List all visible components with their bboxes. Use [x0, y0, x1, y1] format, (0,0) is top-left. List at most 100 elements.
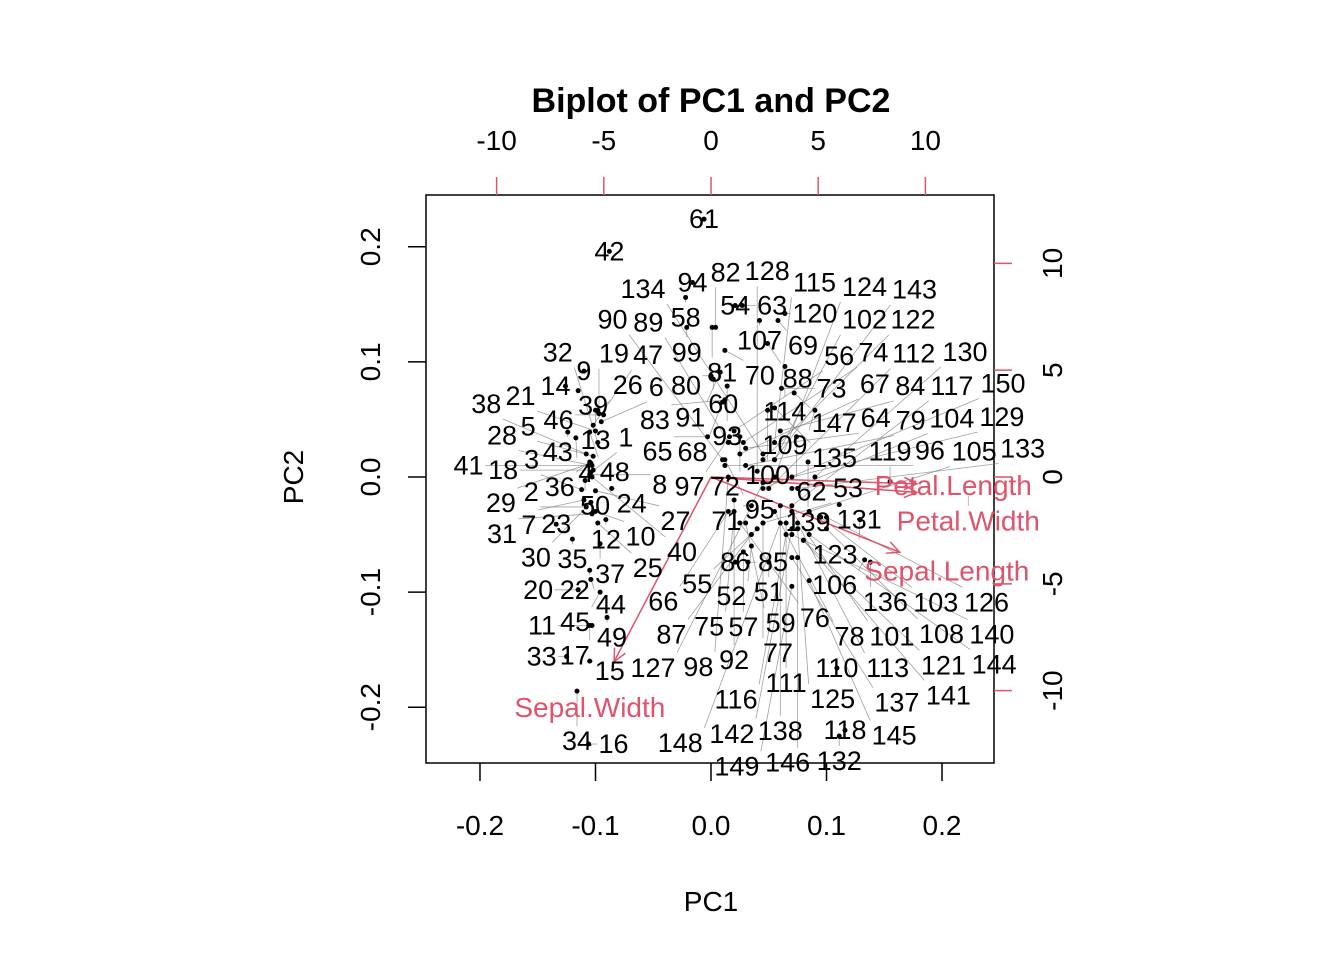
chart-title: Biplot of PC1 and PC2 [532, 82, 891, 120]
variable-label: Sepal.Width [514, 692, 665, 723]
variable-label: Petal.Length [875, 470, 1032, 501]
point-label-140: 140 [969, 620, 1014, 650]
point-mark-109 [812, 407, 818, 413]
point-label-25: 25 [633, 553, 663, 583]
point-mark-116 [783, 532, 789, 538]
point-mark-21 [592, 428, 598, 434]
point-label-92: 92 [719, 645, 749, 675]
leader-line [679, 511, 729, 587]
point-mark-93 [724, 383, 730, 389]
point-mark-106 [862, 557, 868, 563]
point-label-72: 72 [710, 472, 740, 502]
point-mark-111 [783, 520, 789, 526]
leader-line [724, 350, 744, 361]
point-mark-97 [726, 434, 732, 440]
point-mark-57 [740, 549, 746, 555]
y-tick-label: -0.1 [355, 568, 386, 616]
top-tick-label: 10 [910, 125, 941, 156]
point-label-128: 128 [745, 256, 790, 286]
point-mark-33 [564, 654, 570, 660]
point-label-58: 58 [671, 302, 701, 332]
point-label-41: 41 [454, 450, 484, 480]
point-mark-74 [740, 439, 746, 445]
leader-line [540, 474, 582, 491]
point-label-56: 56 [824, 341, 854, 371]
point-label-79: 79 [896, 405, 926, 435]
point-mark-88 [765, 340, 771, 346]
variable-label: Sepal.Length [864, 556, 1029, 587]
y-tick-label: 0.0 [355, 458, 386, 497]
leader-line [755, 528, 793, 719]
point-label-106: 106 [812, 570, 857, 600]
leader-line [762, 398, 980, 489]
point-mark-12 [603, 517, 609, 523]
leader-line [733, 370, 823, 432]
point-label-8: 8 [652, 470, 667, 500]
point-mark-22 [587, 567, 593, 573]
point-label-102: 102 [842, 305, 887, 335]
point-mark-9 [581, 368, 587, 374]
point-label-67: 67 [860, 369, 890, 399]
point-label-85: 85 [758, 547, 788, 577]
point-mark-122 [760, 457, 766, 463]
point-label-100: 100 [745, 460, 790, 490]
point-label-30: 30 [521, 542, 551, 572]
point-mark-60 [710, 376, 716, 382]
point-mark-14 [562, 383, 568, 389]
point-label-117: 117 [930, 371, 973, 401]
point-mark-142 [789, 526, 795, 532]
point-mark-67 [737, 451, 743, 457]
point-label-130: 130 [942, 337, 987, 367]
top-tick-label: 0 [703, 125, 719, 156]
point-label-22: 22 [560, 575, 590, 605]
leader-line [743, 367, 858, 443]
point-label-49: 49 [597, 622, 627, 652]
point-label-122: 122 [890, 305, 935, 335]
top-tick-label: 5 [810, 125, 826, 156]
leader-line [589, 431, 599, 458]
y-tick-label: 0.1 [355, 342, 386, 381]
point-label-116: 116 [715, 685, 758, 715]
point-label-82: 82 [711, 257, 741, 287]
point-label-120: 120 [792, 299, 837, 329]
leader-line [791, 534, 968, 620]
leader-line [808, 580, 871, 721]
point-mark-143 [772, 457, 778, 463]
point-mark-75 [731, 509, 737, 515]
point-mark-149 [789, 583, 795, 589]
point-label-36: 36 [545, 472, 575, 502]
x-tick-label: -0.2 [456, 810, 504, 841]
point-mark-108 [824, 526, 830, 532]
point-mark-35 [569, 536, 575, 542]
leader-line [536, 410, 596, 432]
point-label-132: 132 [817, 746, 862, 776]
point-mark-134 [760, 451, 766, 457]
y-tick-label: -0.2 [355, 683, 386, 731]
point-mark-89 [725, 439, 731, 445]
leader-line [797, 463, 999, 489]
point-label-109: 109 [762, 430, 807, 460]
point-mark-77 [760, 520, 766, 526]
leader-line [745, 432, 860, 449]
point-mark-63 [739, 302, 745, 308]
point-label-18: 18 [488, 455, 518, 485]
point-mark-55 [754, 526, 760, 532]
point-mark-99 [684, 324, 690, 330]
leader-line [676, 482, 764, 653]
point-mark-139 [805, 459, 811, 465]
leader-line [518, 513, 593, 520]
leader-line [793, 392, 811, 409]
leader-line [705, 436, 730, 472]
point-label-74: 74 [858, 337, 888, 367]
point-mark-78 [772, 509, 778, 515]
x-tick-label: 0.1 [807, 810, 846, 841]
point-label-96: 96 [915, 435, 945, 465]
point-label-39: 39 [578, 391, 608, 421]
point-label-104: 104 [929, 404, 974, 434]
point-label-89: 89 [633, 307, 663, 337]
point-label-42: 42 [594, 236, 624, 266]
point-mark-72 [737, 434, 743, 440]
point-mark-40 [589, 474, 595, 480]
point-label-131: 131 [837, 505, 882, 535]
point-mark-138 [777, 503, 783, 509]
